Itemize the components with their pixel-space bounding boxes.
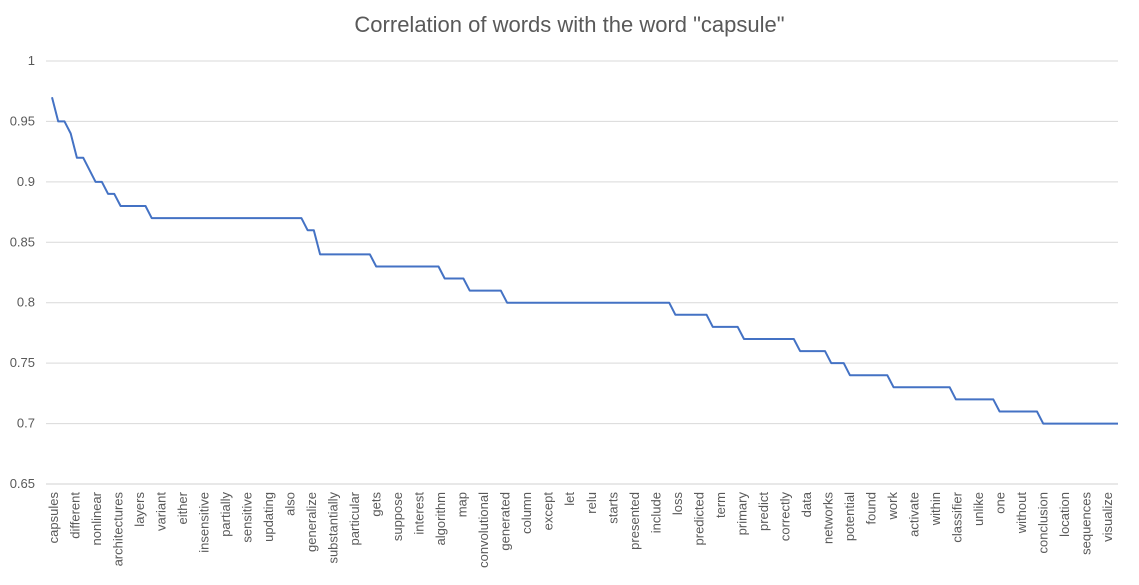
- y-tick-label: 0.75: [10, 355, 35, 370]
- y-axis-tick-labels: 0.65 0.7 0.75 0.8 0.85 0.9 0.95 1: [10, 53, 35, 491]
- x-tick-label: algorithm: [433, 492, 448, 545]
- x-tick-label: let: [562, 492, 577, 506]
- x-tick-label: starts: [605, 492, 620, 524]
- x-tick-label: insensitive: [197, 492, 212, 553]
- x-tick-label: predicted: [691, 492, 706, 545]
- x-tick-label: primary: [734, 492, 749, 536]
- y-tick-label: 1: [28, 53, 35, 68]
- x-tick-label: activate: [906, 492, 921, 537]
- x-tick-label: also: [283, 492, 298, 516]
- x-tick-label: relu: [584, 492, 599, 514]
- x-tick-label: generalize: [304, 492, 319, 552]
- x-tick-label: map: [455, 492, 470, 517]
- x-tick-label: gets: [369, 492, 384, 517]
- y-tick-label: 0.9: [17, 174, 35, 189]
- x-tick-label: layers: [132, 492, 147, 527]
- x-tick-label: nonlinear: [89, 491, 104, 545]
- x-tick-label: either: [175, 491, 190, 524]
- x-tick-label: particular: [347, 491, 362, 545]
- x-tick-label: work: [885, 492, 900, 521]
- series-group: [51, 97, 1118, 425]
- x-tick-label: capsules: [46, 492, 61, 544]
- x-tick-label: unlike: [971, 492, 986, 526]
- x-tick-label: presented: [627, 492, 642, 550]
- x-tick-label: column: [519, 492, 534, 534]
- x-tick-label: visualize: [1100, 492, 1115, 542]
- y-tick-label: 0.65: [10, 476, 35, 491]
- x-tick-label: convolutional: [476, 492, 491, 568]
- x-tick-label: interest: [412, 492, 427, 535]
- x-tick-label: sequences: [1078, 492, 1093, 555]
- x-tick-label: substantially: [326, 492, 341, 564]
- x-tick-label: variant: [154, 492, 169, 531]
- x-axis-tick-labels: capsules different nonlinear architectures l…: [46, 491, 1115, 568]
- x-tick-label: conclusion: [1035, 492, 1050, 553]
- x-tick-label: within: [928, 492, 943, 526]
- x-tick-label: include: [648, 492, 663, 533]
- x-tick-label: correctly: [777, 492, 792, 542]
- x-tick-label: classifier: [949, 491, 964, 542]
- y-tick-label: 0.7: [17, 416, 35, 431]
- x-tick-label: different: [68, 492, 83, 539]
- gridlines: [46, 60, 1118, 485]
- x-tick-label: except: [541, 492, 556, 531]
- x-tick-label: potential: [842, 492, 857, 541]
- x-tick-label: predict: [756, 492, 771, 531]
- chart-title: Correlation of words with the word "caps…: [354, 12, 785, 37]
- x-tick-label: term: [713, 492, 728, 518]
- series-line: [51, 97, 1118, 425]
- x-tick-label: networks: [820, 492, 835, 545]
- x-tick-label: loss: [670, 492, 685, 516]
- y-tick-label: 0.85: [10, 234, 35, 249]
- x-tick-label: updating: [261, 492, 276, 542]
- x-tick-label: location: [1057, 492, 1072, 537]
- y-tick-label: 0.95: [10, 113, 35, 128]
- x-tick-label: one: [992, 492, 1007, 514]
- x-tick-label: found: [863, 492, 878, 525]
- x-tick-label: without: [1014, 492, 1029, 535]
- x-tick-label: generated: [498, 492, 513, 551]
- x-tick-label: sensitive: [240, 492, 255, 543]
- x-tick-label: architectures: [111, 492, 126, 567]
- x-tick-label: data: [799, 491, 814, 517]
- x-tick-label: suppose: [390, 492, 405, 541]
- y-tick-label: 0.8: [17, 295, 35, 310]
- x-tick-label: partially: [218, 492, 233, 537]
